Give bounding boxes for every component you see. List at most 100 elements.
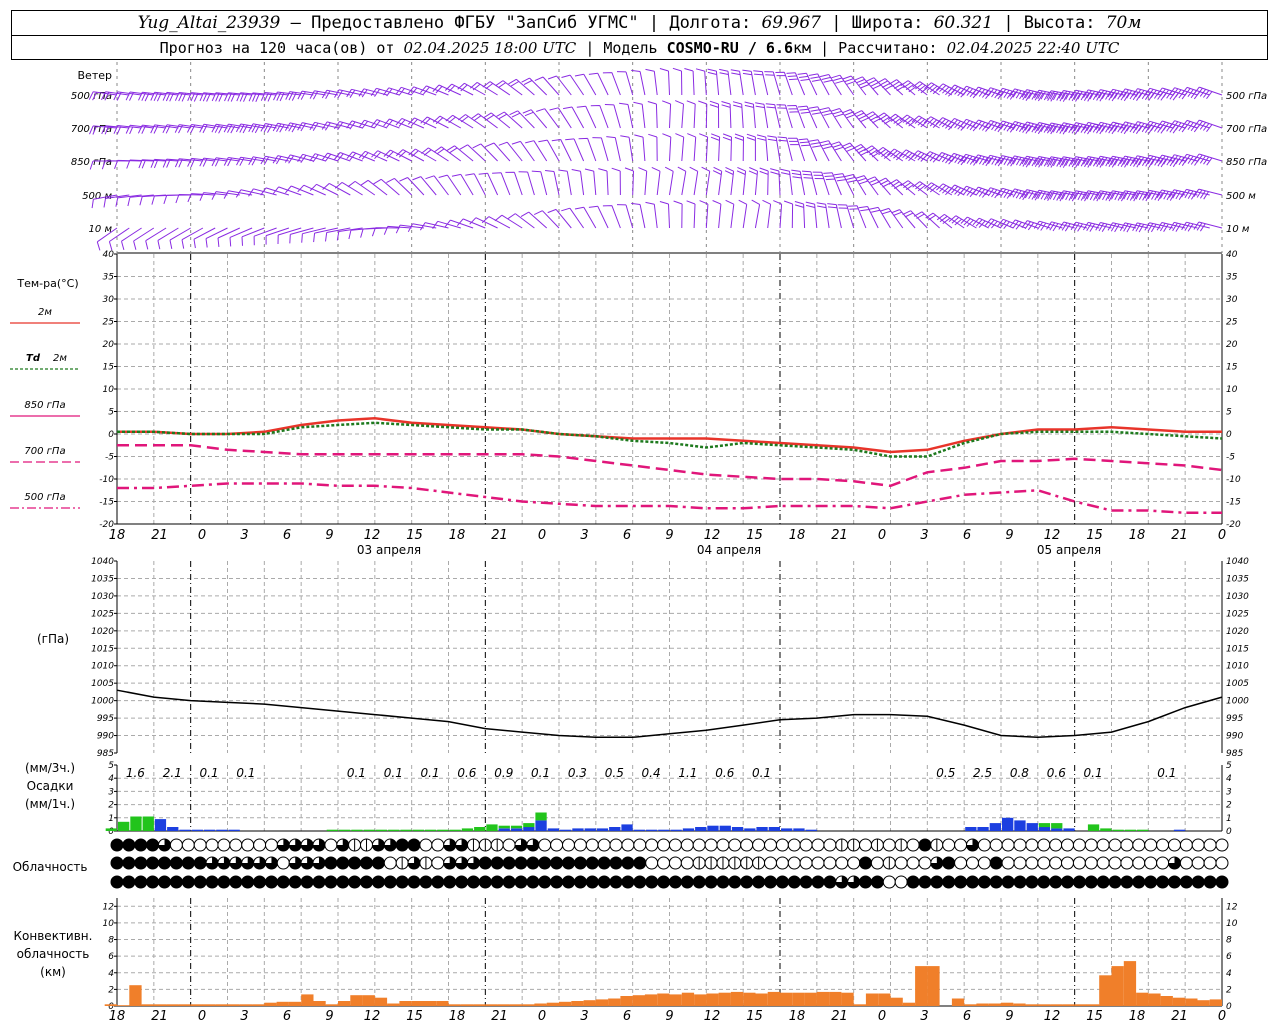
cloud-fill-full xyxy=(1037,876,1050,888)
cloud-fill-full xyxy=(1144,876,1157,888)
cloud-fill-full xyxy=(823,876,836,888)
cloud-fill-full xyxy=(942,857,955,869)
wind-barb xyxy=(996,120,1026,133)
wind-barb xyxy=(1083,89,1112,102)
conv-bar xyxy=(976,1003,989,1006)
cloud-fill-3q xyxy=(158,839,171,852)
precip-bar-rain xyxy=(719,825,731,831)
cloud-fill-full xyxy=(206,876,219,888)
conv-bar xyxy=(215,1004,228,1006)
wind-barb xyxy=(561,74,585,96)
temp-x-tick: 3 xyxy=(240,528,248,543)
cloud-circle xyxy=(241,838,255,852)
cloud-fill-full xyxy=(217,876,230,888)
wind-barb xyxy=(865,77,891,96)
cloud-fill-full xyxy=(396,876,409,888)
wind-barb xyxy=(1046,122,1075,135)
precip-bar-rain xyxy=(523,827,535,831)
conv-bar xyxy=(117,1005,130,1006)
conv-bar xyxy=(878,993,891,1006)
conv-tick-right: 2 xyxy=(1226,985,1232,995)
wind-barb xyxy=(730,69,744,96)
cloud-fill-full xyxy=(1192,876,1205,888)
cloud-fill-full xyxy=(538,876,551,888)
temp-tick-right: 10 xyxy=(1226,385,1238,395)
cloud-fill-full xyxy=(158,857,171,869)
cloud-fill-full xyxy=(978,876,991,888)
temp-legend-label: 2м xyxy=(53,353,67,364)
wind-barb xyxy=(984,120,1014,133)
wind-barb xyxy=(923,116,953,129)
wind-barb xyxy=(469,81,498,96)
cloud-fill-full xyxy=(705,876,718,888)
wind-barb xyxy=(1168,189,1198,200)
cloud-fill-full xyxy=(289,876,302,888)
temp-tick-right: 40 xyxy=(1226,250,1238,260)
cloud-fill-full xyxy=(942,876,955,888)
cloud-fill-3q xyxy=(455,857,468,870)
cloud-fill-full xyxy=(859,857,872,869)
conv-bar xyxy=(1197,1000,1210,1006)
precip-tick-left: 3 xyxy=(108,787,114,797)
cloud-circle xyxy=(1203,838,1217,852)
wind-barb xyxy=(900,180,928,196)
cloud-fill-full xyxy=(265,876,278,888)
wind-barb xyxy=(830,141,855,162)
precip-3h-value: 0.9 xyxy=(494,766,513,780)
cloud-fill-full xyxy=(1156,876,1169,888)
precip-bar-rain xyxy=(1014,820,1026,831)
wind-barb xyxy=(972,217,1002,229)
temp-tick-left: 20 xyxy=(103,340,115,350)
precip-bar-snow xyxy=(412,829,424,831)
cloud-fill-full xyxy=(990,876,1003,888)
wind-barb xyxy=(133,227,155,250)
wind-barb xyxy=(842,75,867,96)
cloud-fill-3q xyxy=(514,839,527,852)
conv-bar xyxy=(522,1004,535,1006)
wind-barb xyxy=(1119,190,1149,202)
wind-barb xyxy=(459,144,486,162)
calc-label: | Рассчитано: xyxy=(820,39,938,57)
precip-tick-left: 5 xyxy=(108,761,114,771)
wind-barb xyxy=(619,102,634,129)
wind-barb xyxy=(748,167,758,196)
wind-barb xyxy=(996,187,1026,199)
temp-tick-left: -15 xyxy=(99,498,114,508)
wind-barb xyxy=(1033,122,1063,135)
conv-bar xyxy=(1074,1004,1087,1006)
wind-barb xyxy=(408,148,437,162)
wind-barb xyxy=(96,227,118,251)
cloud-fill-full xyxy=(1025,876,1038,888)
wind-barb xyxy=(547,75,572,96)
cloud-fill-full xyxy=(122,839,135,851)
wind-barb xyxy=(1107,121,1137,135)
cloud-fill-3q xyxy=(217,857,230,870)
precip-3h-value: 0.1 xyxy=(421,766,440,780)
precip-3h-value: 0.1 xyxy=(531,766,550,780)
conv-bar xyxy=(1050,1004,1063,1006)
wind-barb xyxy=(558,169,572,196)
wind-barb xyxy=(1193,86,1223,100)
wind-barb xyxy=(248,188,277,197)
cloud-fill-full xyxy=(693,876,706,888)
wind-barb xyxy=(157,227,179,250)
conv-x-tick: 18 xyxy=(789,1009,806,1024)
pressure-tick-left: 1020 xyxy=(91,627,114,637)
conv-bar xyxy=(915,966,928,1006)
conv-bar xyxy=(694,994,707,1006)
model-name: COSMO-RU / 6.6 xyxy=(666,39,794,57)
cloud-circle xyxy=(657,838,671,852)
cloud-circle xyxy=(1013,838,1027,852)
precip-bar-rain xyxy=(228,829,240,831)
wind-barb xyxy=(277,227,302,245)
precip-label-1h: (мм/1ч.) xyxy=(25,797,75,811)
wind-barb xyxy=(444,219,474,229)
wind-barb xyxy=(472,143,498,162)
temp-title: Тем-ра(°C) xyxy=(16,277,78,290)
conv-x-tick: 21 xyxy=(491,1009,508,1024)
temp-x-tick: 0 xyxy=(538,528,546,543)
wind-level-right: 850 гПа xyxy=(1226,157,1267,168)
conv-bar xyxy=(988,1003,1001,1006)
precip-tick-right: 2 xyxy=(1226,801,1232,811)
conv-bar xyxy=(178,1004,191,1006)
